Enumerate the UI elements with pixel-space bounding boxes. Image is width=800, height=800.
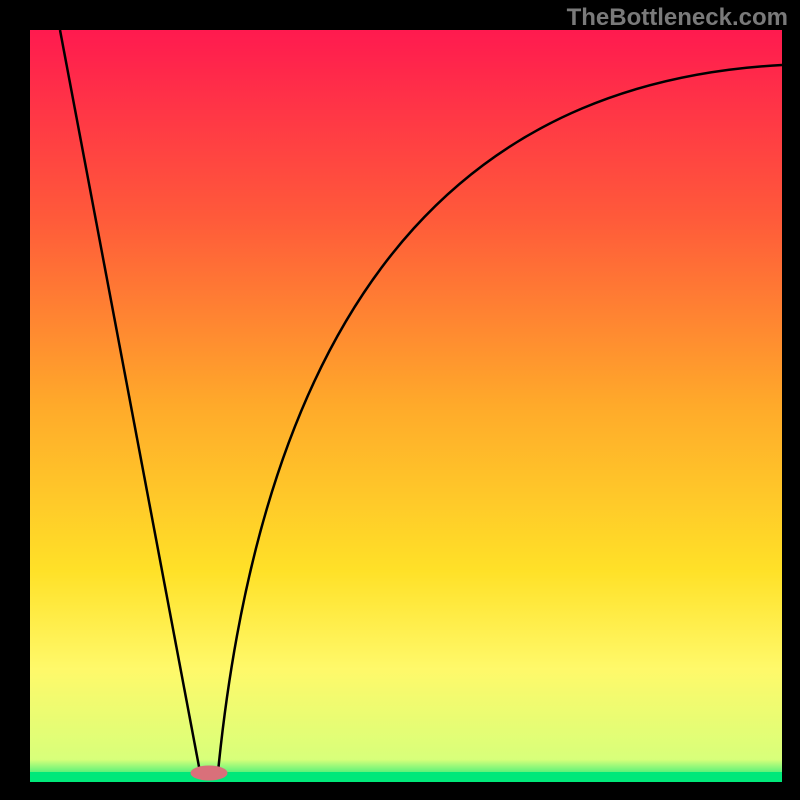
curve-right-branch xyxy=(218,65,782,772)
chart-container: TheBottleneck.com xyxy=(0,0,800,800)
vertex-marker xyxy=(191,766,227,780)
watermark-text: TheBottleneck.com xyxy=(567,4,788,32)
curve-layer xyxy=(0,0,800,800)
curve-left-branch xyxy=(60,30,200,772)
